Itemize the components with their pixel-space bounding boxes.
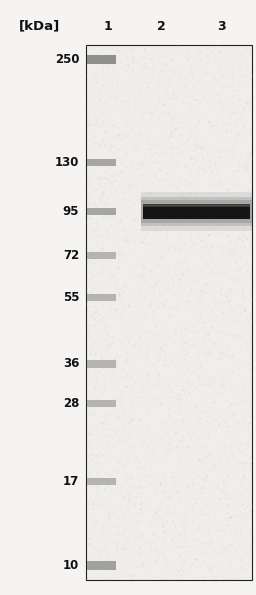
Text: 95: 95 [63, 205, 79, 218]
Text: 28: 28 [63, 397, 79, 410]
Text: 3: 3 [217, 20, 226, 33]
Bar [87, 478, 116, 486]
Text: 1: 1 [103, 20, 112, 33]
Text: 55: 55 [63, 291, 79, 304]
Bar [87, 400, 116, 407]
Text: 72: 72 [63, 249, 79, 262]
Text: 36: 36 [63, 358, 79, 371]
Bar [141, 197, 252, 227]
Bar [87, 361, 116, 368]
Bar [143, 204, 250, 205]
Bar [87, 294, 116, 301]
Bar [143, 204, 250, 220]
Bar [87, 159, 116, 166]
Bar [141, 201, 252, 223]
Text: 2: 2 [157, 20, 166, 33]
Text: 17: 17 [63, 475, 79, 488]
Text: [kDa]: [kDa] [19, 20, 60, 33]
Bar [87, 208, 116, 215]
Bar [143, 205, 250, 206]
Bar [86, 45, 252, 580]
Bar [143, 203, 250, 205]
Bar [141, 192, 252, 231]
Bar [87, 252, 116, 259]
Text: 10: 10 [63, 559, 79, 572]
Bar [87, 55, 116, 64]
Bar [143, 205, 250, 206]
Bar [87, 561, 116, 569]
Text: 130: 130 [55, 156, 79, 169]
Text: 250: 250 [55, 53, 79, 66]
